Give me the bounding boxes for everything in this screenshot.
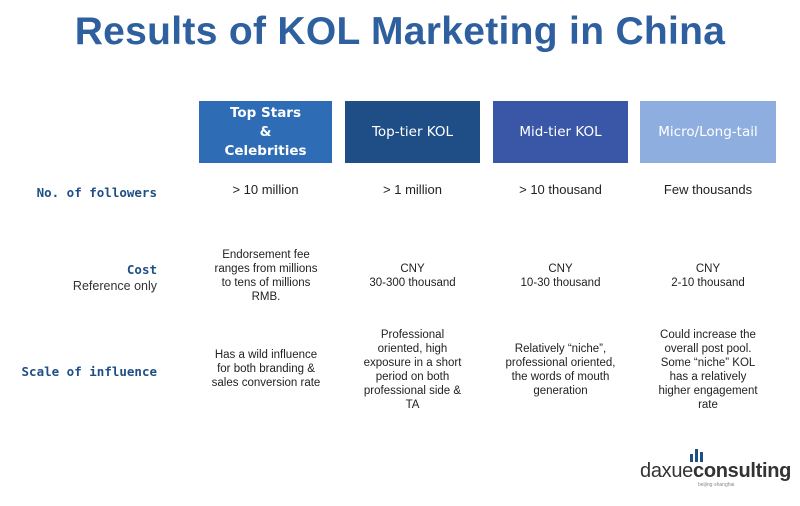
cell-cost-micro: CNY 2-10 thousand: [671, 263, 745, 289]
header-micro-label: Micro/Long-tail: [658, 123, 758, 140]
header-micro: Micro/Long-tail: [640, 101, 776, 163]
cell-cost-mid: CNY 10-30 thousand: [520, 263, 601, 289]
logo-text-light: daxue: [640, 460, 693, 482]
header-top-stars-label: Top Stars & Celebrities: [224, 104, 307, 159]
cell-followers-micro: Few thousands: [663, 182, 753, 197]
header-top-stars: Top Stars & Celebrities: [199, 101, 332, 163]
header-mid-tier-label: Mid-tier KOL: [519, 123, 602, 140]
cell-followers-top: > 1 million: [383, 182, 442, 197]
logo-tagline: beijing·shanghai: [698, 482, 735, 488]
company-logo: daxueconsulting beijing·shanghai: [640, 448, 791, 490]
header-top-tier-label: Top-tier KOL: [371, 123, 454, 140]
header-top-tier: Top-tier KOL: [345, 101, 480, 163]
row-label-cost-sub: Reference only: [72, 279, 157, 293]
cell-followers-mid: > 10 thousand: [519, 182, 602, 197]
cell-followers-stars: > 10 million: [232, 182, 299, 197]
row-label-cost: Cost Reference only: [73, 262, 157, 294]
cell-influence-micro: Could increase the overall post pool. So…: [658, 329, 758, 411]
cell-influence-mid: Relatively “niche”, professional oriente…: [505, 343, 616, 397]
cell-cost-top: CNY 30-300 thousand: [369, 263, 456, 289]
row-label-cost-main: Cost: [126, 262, 157, 277]
header-mid-tier: Mid-tier KOL: [493, 101, 628, 163]
logo-text-bold: consulting: [693, 460, 792, 482]
cell-influence-top: Professional oriented, high exposure in …: [363, 329, 462, 411]
row-label-influence: Scale of influence: [21, 364, 157, 379]
cell-cost-stars: Endorsement fee ranges from millions to …: [214, 249, 318, 303]
page-title: Results of KOL Marketing in China: [74, 10, 726, 53]
cell-influence-stars: Has a wild influence for both branding &…: [211, 349, 321, 389]
row-label-followers: No. of followers: [36, 185, 157, 200]
logo-wordmark: daxueconsulting: [640, 460, 791, 483]
